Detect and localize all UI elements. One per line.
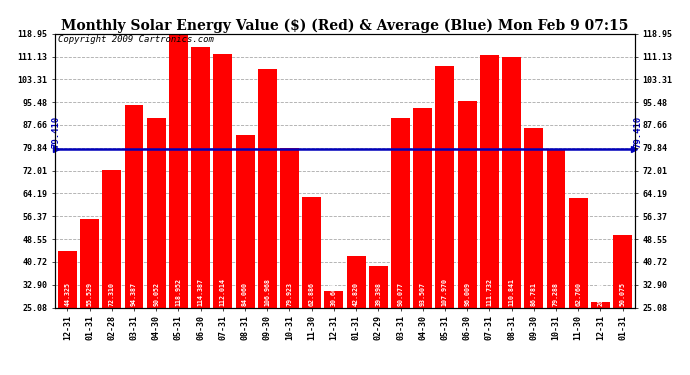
Bar — [235, 135, 255, 308]
Text: 62.760: 62.760 — [575, 282, 581, 306]
Bar — [591, 302, 610, 307]
Text: 79.923: 79.923 — [286, 282, 293, 306]
Text: 26.918: 26.918 — [598, 282, 603, 306]
Text: 90.077: 90.077 — [397, 282, 404, 306]
Bar — [102, 170, 121, 308]
Text: 79.410: 79.410 — [52, 116, 61, 148]
Bar — [435, 66, 455, 308]
Text: 86.781: 86.781 — [531, 282, 537, 306]
Bar — [169, 34, 188, 308]
Bar — [147, 118, 166, 308]
Bar — [125, 105, 144, 308]
Bar — [369, 266, 388, 308]
Bar — [58, 251, 77, 308]
Bar — [524, 128, 543, 308]
Bar — [346, 256, 366, 308]
Bar — [457, 100, 477, 308]
Text: 106.968: 106.968 — [264, 278, 270, 306]
Bar — [480, 55, 499, 308]
Text: 110.841: 110.841 — [509, 278, 515, 306]
Text: 96.009: 96.009 — [464, 282, 470, 306]
Text: 90.052: 90.052 — [153, 282, 159, 306]
Bar — [258, 69, 277, 308]
Bar — [569, 198, 588, 308]
Bar — [391, 118, 410, 308]
Bar — [191, 47, 210, 308]
Bar — [613, 235, 632, 308]
Text: 118.952: 118.952 — [175, 278, 181, 306]
Text: 62.886: 62.886 — [308, 282, 315, 306]
Text: 42.820: 42.820 — [353, 282, 359, 306]
Bar — [280, 148, 299, 308]
Text: 44.325: 44.325 — [64, 282, 70, 306]
Text: 30.601: 30.601 — [331, 282, 337, 306]
Text: 112.014: 112.014 — [220, 278, 226, 306]
Text: 107.970: 107.970 — [442, 278, 448, 306]
Text: 79.288: 79.288 — [553, 282, 559, 306]
Text: 93.507: 93.507 — [420, 282, 426, 306]
Bar — [80, 219, 99, 308]
Bar — [324, 291, 344, 308]
Bar — [413, 108, 432, 308]
Text: 55.529: 55.529 — [87, 282, 92, 306]
Text: Copyright 2009 Cartronics.com: Copyright 2009 Cartronics.com — [58, 35, 214, 44]
Title: Monthly Solar Energy Value ($) (Red) & Average (Blue) Mon Feb 9 07:15: Monthly Solar Energy Value ($) (Red) & A… — [61, 18, 629, 33]
Text: 84.060: 84.060 — [242, 282, 248, 306]
Text: 39.398: 39.398 — [375, 282, 382, 306]
Text: 94.387: 94.387 — [131, 282, 137, 306]
Text: 72.310: 72.310 — [109, 282, 115, 306]
Text: 111.732: 111.732 — [486, 278, 493, 306]
Bar — [213, 54, 233, 307]
Text: 114.387: 114.387 — [197, 278, 204, 306]
Text: 50.075: 50.075 — [620, 282, 626, 306]
Bar — [546, 149, 565, 308]
Bar — [502, 57, 521, 308]
Text: 79.410: 79.410 — [633, 116, 642, 148]
Bar — [302, 197, 321, 308]
